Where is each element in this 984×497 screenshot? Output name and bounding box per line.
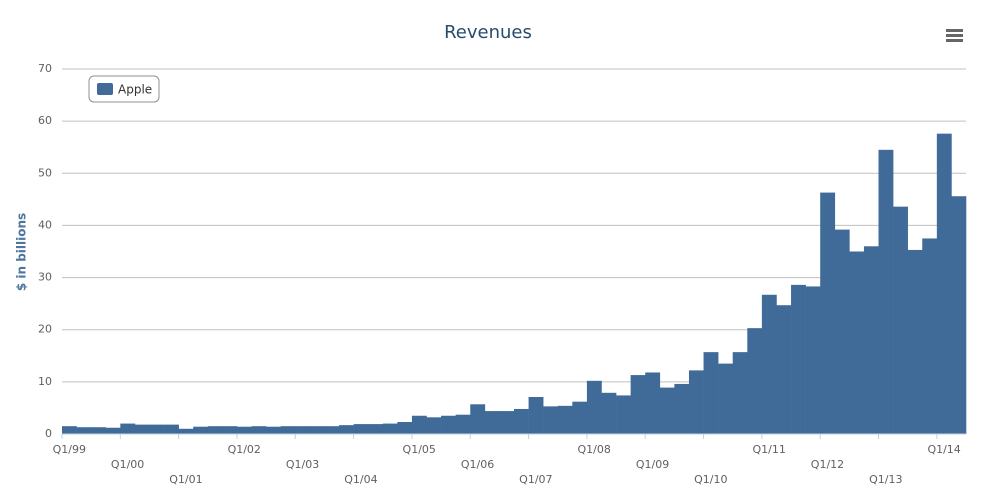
bar xyxy=(411,415,427,434)
bar xyxy=(251,426,267,434)
x-tick-label: Q1/11 xyxy=(752,443,785,456)
bar xyxy=(893,206,908,434)
x-tick-label: Q1/99 xyxy=(53,443,86,456)
bar xyxy=(732,352,748,434)
bar xyxy=(120,423,136,434)
x-tick-label: Q1/01 xyxy=(169,473,202,486)
bar xyxy=(441,415,456,434)
x-tick-label: Q1/04 xyxy=(344,473,377,486)
menu-line xyxy=(946,39,963,42)
bar xyxy=(936,133,952,434)
bar xyxy=(805,286,821,434)
y-axis-title: $ in billions xyxy=(15,213,29,291)
bar xyxy=(178,428,194,434)
x-tick-label: Q1/05 xyxy=(403,443,436,456)
bar xyxy=(484,411,500,434)
bar xyxy=(382,423,398,434)
x-tick-label: Q1/02 xyxy=(228,443,261,456)
y-tick-label: 0 xyxy=(45,427,52,440)
bar xyxy=(645,372,661,434)
bar xyxy=(528,396,544,434)
x-tick-label: Q1/13 xyxy=(869,473,902,486)
bar xyxy=(543,406,559,434)
x-tick-label: Q1/00 xyxy=(111,458,144,471)
bar xyxy=(134,424,150,434)
bar xyxy=(295,426,311,434)
x-tick-label: Q1/09 xyxy=(636,458,669,471)
bar xyxy=(791,284,806,434)
bar xyxy=(616,395,631,434)
bar xyxy=(761,294,777,434)
y-tick-label: 20 xyxy=(38,323,52,336)
legend-swatch xyxy=(97,83,113,95)
bar xyxy=(499,411,515,434)
y-tick-label: 10 xyxy=(38,375,52,388)
legend: Apple xyxy=(88,75,160,103)
y-tick-label: 40 xyxy=(38,218,52,231)
bar xyxy=(601,392,617,434)
legend-label: Apple xyxy=(118,83,152,97)
bar xyxy=(674,383,690,434)
x-tick-label: Q1/14 xyxy=(927,443,960,456)
bar xyxy=(266,426,282,434)
bar xyxy=(149,424,165,434)
y-tick-label: 50 xyxy=(38,166,52,179)
menu-button[interactable] xyxy=(946,29,963,42)
bar xyxy=(514,408,529,434)
y-tick-label: 30 xyxy=(38,271,52,284)
bar xyxy=(207,426,223,434)
x-tick-label: Q1/10 xyxy=(694,473,727,486)
bar xyxy=(878,149,894,435)
y-tick-label: 60 xyxy=(38,114,52,127)
x-tick-label: Q1/12 xyxy=(811,458,844,471)
bar xyxy=(76,427,92,434)
bar xyxy=(688,370,704,434)
menu-line xyxy=(946,34,963,37)
bar xyxy=(820,192,836,434)
bar xyxy=(236,426,252,434)
bar xyxy=(353,424,369,434)
bar xyxy=(368,424,384,434)
bar xyxy=(280,426,296,434)
bar xyxy=(703,352,719,434)
bar xyxy=(747,328,763,434)
bar xyxy=(455,414,471,434)
bar xyxy=(339,425,354,434)
bar xyxy=(105,427,121,434)
bar xyxy=(863,246,879,434)
bar xyxy=(91,427,107,434)
bar xyxy=(907,249,923,434)
y-tick-label: 70 xyxy=(38,62,52,75)
bar xyxy=(659,387,675,434)
bar xyxy=(426,417,442,434)
x-tick-label: Q1/08 xyxy=(578,443,611,456)
bar xyxy=(222,426,238,434)
menu-line xyxy=(946,29,963,32)
bar xyxy=(849,251,865,434)
bar xyxy=(776,305,792,434)
bar xyxy=(718,363,734,434)
bar xyxy=(586,380,602,434)
bar xyxy=(630,375,646,434)
bar xyxy=(834,229,850,434)
bar xyxy=(193,426,209,434)
bar xyxy=(470,404,486,434)
bar xyxy=(62,426,77,434)
bar xyxy=(572,401,588,434)
bar xyxy=(922,238,938,434)
chart-title: Revenues xyxy=(444,22,532,43)
bar xyxy=(324,426,340,434)
x-tick-label: Q1/07 xyxy=(519,473,552,486)
bar xyxy=(309,426,325,434)
x-tick-label: Q1/06 xyxy=(461,458,494,471)
bar xyxy=(164,424,179,434)
bar xyxy=(397,422,413,434)
x-tick-label: Q1/03 xyxy=(286,458,319,471)
legend-box xyxy=(88,75,160,103)
bar xyxy=(951,196,967,434)
bar xyxy=(557,405,573,434)
